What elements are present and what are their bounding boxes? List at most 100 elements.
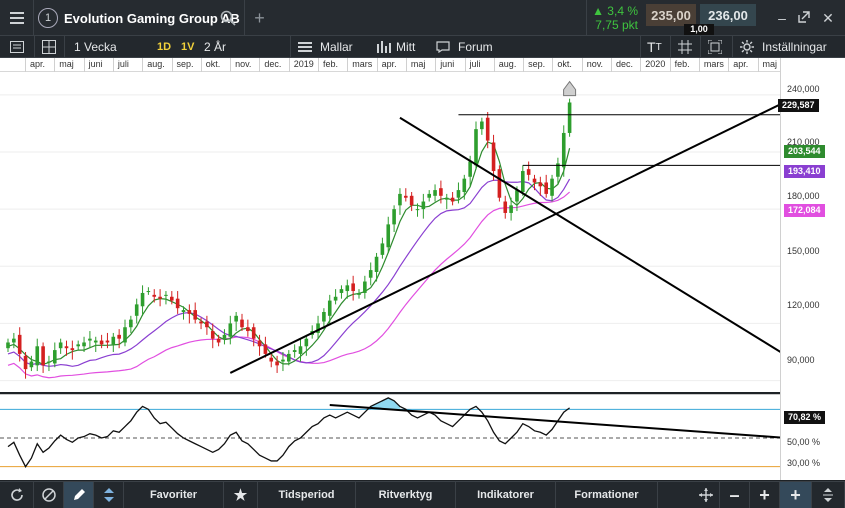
minimize-icon[interactable]: – [778, 10, 786, 26]
month-label: apr. [30, 59, 46, 69]
instrument-title[interactable]: Evolution Gaming Group AB [64, 11, 240, 26]
candle-body [99, 340, 104, 345]
candle-body [363, 281, 367, 293]
candle-body [23, 355, 28, 370]
candle-body [140, 292, 145, 307]
interval-1d-button[interactable]: 1D [157, 41, 172, 53]
month-tick-line [698, 58, 700, 72]
search-icon[interactable] [220, 10, 236, 26]
zoom-in-icon[interactable]: + [750, 482, 780, 508]
range-select[interactable]: 2 År [204, 40, 227, 54]
trendline [229, 80, 828, 374]
candle-body [357, 292, 361, 295]
candle-body [58, 342, 63, 349]
layout-grid-icon[interactable] [42, 36, 56, 58]
indicators-button[interactable]: Indikatorer [456, 482, 556, 508]
pencil-icon[interactable] [64, 482, 94, 508]
forum-icon[interactable] [436, 36, 450, 58]
window-number-badge[interactable]: 1 [38, 8, 58, 28]
month-tick-line [523, 58, 525, 72]
trendline [399, 116, 828, 382]
formations-button[interactable]: Formationer [556, 482, 658, 508]
forum-button[interactable]: Forum [458, 40, 493, 54]
fullscreen-icon[interactable] [708, 36, 722, 58]
candle-body [216, 338, 221, 343]
candle-body [275, 361, 279, 366]
candle-body [456, 190, 461, 198]
price-chart[interactable] [0, 72, 828, 392]
zoom-out-icon[interactable]: – [720, 482, 750, 508]
price-chart-panel[interactable] [0, 72, 828, 392]
month-tick-line [25, 58, 26, 72]
candle-body [322, 312, 326, 322]
month-label: sep. [176, 59, 194, 69]
month-label: juni [88, 59, 103, 69]
add-tab-button[interactable]: + [244, 0, 274, 36]
candle-body [351, 283, 355, 292]
candle-body [421, 201, 426, 210]
ma-long-tag: 172,084 [784, 204, 825, 217]
month-tick-line [728, 58, 730, 72]
rsi-tick: 30,00 % [787, 458, 821, 468]
mine-button[interactable]: Mitt [396, 40, 416, 54]
crosshair-icon[interactable]: + [780, 482, 812, 508]
month-label: feb. [323, 59, 339, 69]
interval-1v-button[interactable]: 1V [181, 41, 195, 53]
candle-body [246, 327, 250, 332]
templates-button[interactable]: Mallar [320, 40, 353, 54]
candle-body [29, 361, 34, 368]
candle-body [515, 190, 519, 202]
rsi-trendline [329, 404, 828, 442]
month-tick-line [581, 58, 583, 72]
list-icon[interactable] [10, 36, 24, 58]
month-label: apr. [733, 59, 749, 69]
month-tick-line [552, 58, 554, 72]
crosshair-grid-icon[interactable] [678, 36, 692, 58]
rsi-chart[interactable] [0, 395, 828, 481]
month-tick-line [669, 58, 671, 72]
candle-body [117, 334, 121, 339]
templates-icon[interactable] [298, 36, 312, 58]
price-tick: 210,000 [787, 137, 820, 147]
candle-body [392, 209, 396, 225]
month-tick-line [405, 58, 407, 72]
drawtool-button[interactable]: Ritverktyg [356, 482, 456, 508]
sort-arrows-icon[interactable] [94, 482, 124, 508]
settings-button[interactable]: Inställningar [762, 40, 827, 54]
ma-long-line [7, 191, 570, 379]
favorites-button[interactable]: Favoriter [124, 482, 224, 508]
month-tick-line [171, 58, 173, 72]
rsi-tick: 50,00 % [787, 437, 821, 447]
candle-body [64, 346, 69, 349]
zoom-fit-icon[interactable] [692, 482, 720, 508]
bid-price[interactable]: 235,00 [646, 4, 696, 26]
month-label: mars [703, 59, 724, 69]
candle-body [444, 197, 449, 200]
interval-select[interactable]: 1 Vecka [74, 40, 117, 54]
candle-body [193, 310, 197, 320]
timeperiod-button[interactable]: Tidsperiod [258, 482, 356, 508]
rsi-panel[interactable] [0, 394, 828, 481]
month-label: nov. [586, 59, 604, 69]
star-icon[interactable]: ★ [224, 482, 258, 508]
candle-body [287, 353, 291, 362]
vertical-scale-icon[interactable] [812, 482, 845, 508]
mine-icon[interactable] [376, 36, 392, 58]
close-icon[interactable]: ✕ [822, 10, 834, 26]
candle-body [205, 321, 209, 328]
popout-icon[interactable] [796, 10, 812, 26]
candle-body [105, 340, 110, 343]
candle-body [146, 291, 151, 293]
disable-icon[interactable] [34, 482, 64, 508]
settings-gear-icon[interactable] [740, 36, 754, 58]
month-label: apr. [381, 59, 397, 69]
candle-body [76, 344, 80, 347]
candle-body [538, 182, 543, 187]
ask-price[interactable]: 236,00 [700, 4, 756, 26]
refresh-icon[interactable] [0, 482, 34, 508]
hamburger-menu-icon[interactable] [0, 0, 34, 36]
candle-body [480, 121, 484, 130]
candle-body [532, 178, 537, 183]
candle-body [17, 334, 22, 354]
